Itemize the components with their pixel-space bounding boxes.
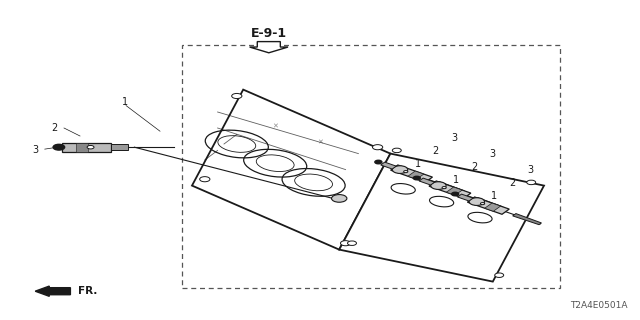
Circle shape bbox=[392, 166, 408, 173]
Circle shape bbox=[481, 203, 484, 205]
Polygon shape bbox=[111, 144, 128, 150]
Circle shape bbox=[232, 93, 242, 99]
Circle shape bbox=[392, 148, 401, 153]
Circle shape bbox=[413, 176, 420, 180]
Text: 2: 2 bbox=[51, 123, 58, 133]
Polygon shape bbox=[484, 203, 500, 211]
Polygon shape bbox=[513, 213, 541, 225]
Polygon shape bbox=[250, 42, 288, 53]
Text: T2A4E0501A: T2A4E0501A bbox=[570, 301, 627, 310]
FancyArrow shape bbox=[35, 286, 70, 296]
Circle shape bbox=[404, 171, 408, 173]
Text: 1: 1 bbox=[415, 159, 420, 169]
Text: 3: 3 bbox=[451, 133, 457, 143]
Circle shape bbox=[332, 195, 347, 202]
Text: 1: 1 bbox=[122, 97, 128, 108]
Circle shape bbox=[452, 192, 459, 196]
Circle shape bbox=[469, 198, 484, 205]
Text: 2: 2 bbox=[471, 162, 477, 172]
Polygon shape bbox=[474, 197, 503, 209]
Text: ✕: ✕ bbox=[272, 123, 278, 129]
Polygon shape bbox=[458, 194, 473, 201]
Text: ✕: ✕ bbox=[317, 139, 323, 145]
Polygon shape bbox=[408, 171, 424, 179]
Circle shape bbox=[431, 182, 446, 189]
Text: E-9-1: E-9-1 bbox=[251, 27, 287, 40]
Text: 3: 3 bbox=[32, 145, 38, 156]
Polygon shape bbox=[436, 181, 465, 193]
Circle shape bbox=[53, 144, 65, 150]
Text: 1: 1 bbox=[453, 175, 459, 185]
Circle shape bbox=[372, 145, 383, 150]
Circle shape bbox=[495, 273, 504, 277]
Polygon shape bbox=[62, 143, 111, 151]
Circle shape bbox=[442, 187, 446, 189]
Polygon shape bbox=[192, 90, 390, 250]
Text: FR.: FR. bbox=[78, 286, 97, 296]
Circle shape bbox=[348, 241, 356, 245]
Circle shape bbox=[87, 146, 94, 149]
Polygon shape bbox=[429, 181, 471, 198]
Circle shape bbox=[527, 180, 536, 185]
Polygon shape bbox=[76, 143, 88, 151]
Polygon shape bbox=[390, 165, 433, 182]
Text: 2: 2 bbox=[433, 146, 439, 156]
Text: 3: 3 bbox=[528, 165, 534, 175]
Polygon shape bbox=[339, 154, 544, 282]
Polygon shape bbox=[467, 197, 509, 214]
Circle shape bbox=[340, 241, 351, 246]
Circle shape bbox=[200, 177, 210, 182]
Text: 2: 2 bbox=[509, 178, 516, 188]
Polygon shape bbox=[419, 178, 435, 185]
Circle shape bbox=[375, 160, 382, 164]
Polygon shape bbox=[381, 162, 396, 169]
Polygon shape bbox=[446, 187, 462, 195]
Text: 3: 3 bbox=[490, 149, 495, 159]
Text: 1: 1 bbox=[492, 191, 497, 201]
